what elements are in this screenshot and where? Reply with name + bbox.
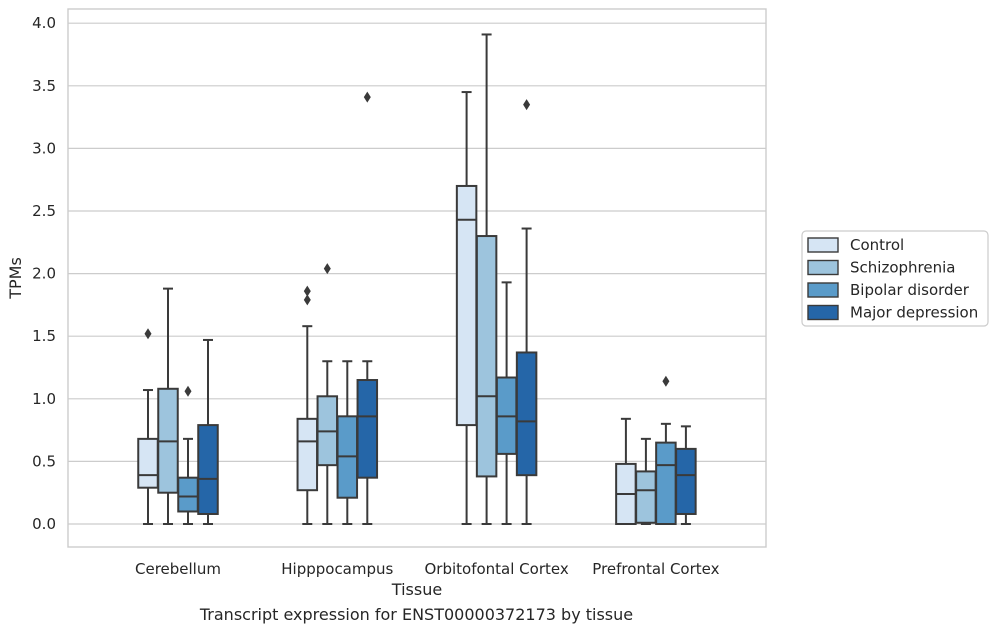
box-bipolar-disorder	[495, 281, 518, 525]
box-control	[296, 285, 319, 525]
iqr-box	[455, 184, 478, 427]
iqr-box	[137, 437, 159, 489]
y-tick-label: 0.5	[32, 452, 56, 470]
outlier-point	[303, 294, 311, 306]
box-schizophrenia	[316, 263, 339, 525]
y-tick-label: 3.0	[32, 139, 56, 157]
iqr-box	[635, 470, 657, 524]
box-major-depression	[515, 99, 538, 525]
legend-label: Bipolar disorder	[850, 281, 970, 299]
outlier-point	[662, 375, 670, 387]
iqr-box	[655, 441, 677, 525]
plot-frame	[67, 8, 767, 548]
y-tick-label: 2.5	[32, 202, 56, 220]
tick-labels: 0.0 0.5 1.0 1.5 2.0 2.5 3.0 3.5 4.0 Cerebellum Hip…	[32, 14, 719, 578]
legend-label: Schizophrenia	[850, 259, 955, 277]
box-control	[455, 91, 478, 525]
box-bipolar-disorder	[655, 375, 677, 525]
iqr-box	[197, 424, 219, 515]
y-tick-label: 3.5	[32, 77, 56, 95]
legend-swatch	[807, 304, 839, 321]
iqr-box	[356, 379, 379, 479]
y-tick-label: 1.5	[32, 327, 56, 345]
iqr-box	[675, 447, 697, 515]
legend-label: Major depression	[850, 304, 978, 322]
iqr-box	[515, 351, 538, 477]
x-tick-label: Hipppocampus	[281, 560, 393, 578]
outlier-point	[323, 263, 331, 275]
box-schizophrenia	[157, 287, 179, 525]
grid-lines	[68, 22, 766, 525]
y-tick-label: 4.0	[32, 14, 56, 32]
outlier-point	[303, 285, 311, 297]
box-control	[615, 417, 637, 525]
box-bipolar-disorder	[177, 385, 199, 525]
iqr-box	[177, 476, 199, 513]
outlier-point	[184, 385, 192, 397]
box-major-depression	[356, 91, 379, 525]
iqr-box	[296, 417, 319, 492]
box-major-depression	[675, 425, 697, 525]
legend-swatch	[807, 237, 839, 253]
legend: Control Schizophrenia Bipolar disorder Majo…	[801, 230, 989, 327]
outlier-point	[523, 99, 531, 111]
box-major-depression	[197, 338, 219, 525]
legend-swatch	[807, 259, 839, 276]
x-axis-label: Tissue	[391, 580, 442, 599]
outlier-point	[144, 328, 152, 340]
plot-border	[67, 8, 767, 548]
legend-label: Control	[850, 236, 904, 254]
box-control	[137, 328, 159, 525]
chart-caption: Transcript expression for ENST0000037217…	[199, 605, 634, 624]
y-tick-label: 2.0	[32, 265, 56, 283]
box-schizophrenia	[475, 33, 498, 525]
iqr-box	[475, 235, 498, 478]
outlier-point	[363, 91, 371, 103]
y-tick-label: 1.0	[32, 390, 56, 408]
x-tick-label: Cerebellum	[135, 560, 221, 578]
y-tick-label: 0.0	[32, 515, 56, 533]
x-tick-label: Prefrontal Cortex	[592, 560, 719, 578]
box-bipolar-disorder	[336, 360, 359, 525]
legend-swatch	[807, 282, 839, 298]
y-axis-label: TPMs	[6, 257, 25, 300]
x-tick-label: Orbitofontal Cortex	[424, 560, 568, 578]
box-series	[137, 33, 697, 525]
legend-box	[801, 230, 989, 327]
box-schizophrenia	[635, 437, 657, 525]
